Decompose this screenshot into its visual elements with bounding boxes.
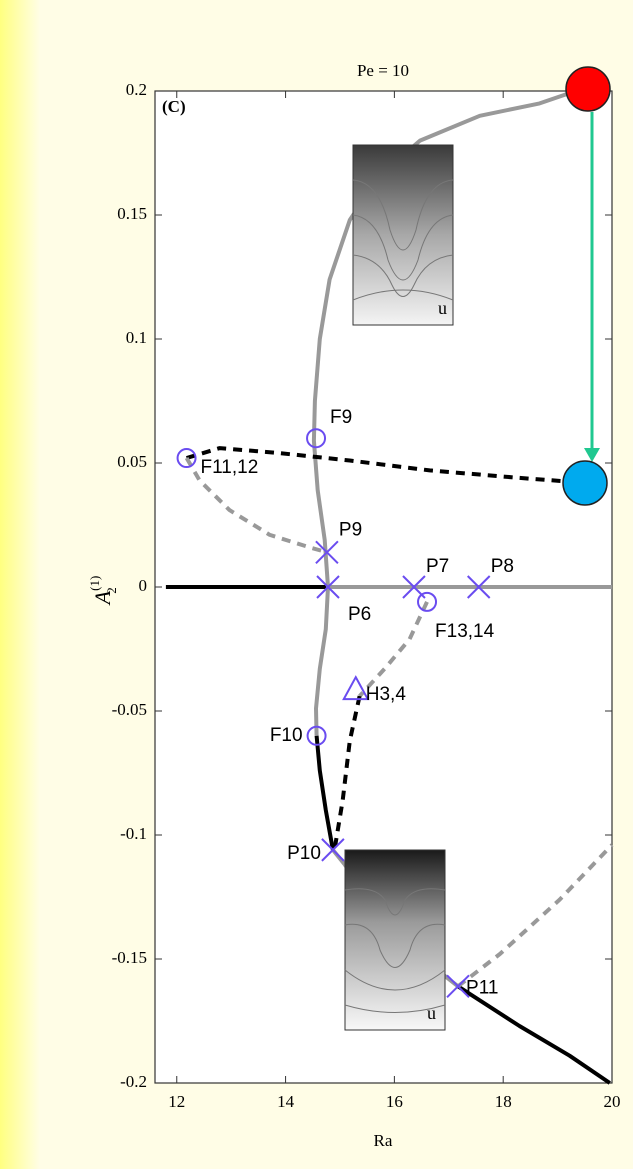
inset-label: u	[427, 1003, 436, 1023]
y-tick-label: -0.2	[120, 1072, 147, 1091]
marker-label: H3,4	[366, 684, 407, 705]
y-label-sub: 2	[104, 587, 119, 594]
x-tick-label: 12	[168, 1092, 185, 1111]
y-axis-label: A(1)2	[87, 576, 119, 607]
inset-top: u	[353, 145, 453, 325]
background-strip	[0, 0, 40, 1169]
x-tick-label: 18	[495, 1092, 512, 1111]
marker-label: F11,12	[201, 457, 259, 478]
marker-label: F13,14	[435, 621, 495, 642]
y-tick-label: -0.1	[120, 824, 147, 843]
y-tick-label: 0	[139, 576, 148, 595]
marker-label: P11	[466, 977, 498, 998]
x-tick-label: 16	[386, 1092, 403, 1111]
panel-label: (C)	[162, 97, 186, 116]
x-tick-label: 20	[604, 1092, 621, 1111]
marker-label: F10	[270, 725, 303, 746]
inset-bottom: u	[345, 850, 445, 1030]
marker-label: P10	[287, 843, 321, 864]
chart-title: Pe = 10	[357, 61, 409, 80]
red-dot	[566, 67, 610, 111]
y-tick-label: 0.15	[117, 204, 147, 223]
marker-label: F9	[330, 407, 352, 428]
x-tick-label: 14	[277, 1092, 295, 1111]
y-tick-label: -0.05	[112, 700, 147, 719]
y-label-sup: (1)	[87, 576, 102, 591]
y-tick-label: 0.05	[117, 452, 147, 471]
y-tick-label: -0.15	[112, 948, 147, 967]
blue-dot	[563, 461, 607, 505]
x-axis-label: Ra	[374, 1131, 393, 1150]
chart: Pe = 10 (C) Ra A(1)2 12141618200.20.150.…	[0, 0, 633, 1169]
inset-label: u	[438, 298, 447, 318]
y-tick-label: 0.1	[126, 328, 147, 347]
marker-label: P8	[491, 556, 514, 577]
marker-label: P9	[339, 519, 362, 540]
marker-label: P6	[348, 604, 371, 625]
y-tick-label: 0.2	[126, 80, 147, 99]
marker-label: P7	[426, 556, 449, 577]
